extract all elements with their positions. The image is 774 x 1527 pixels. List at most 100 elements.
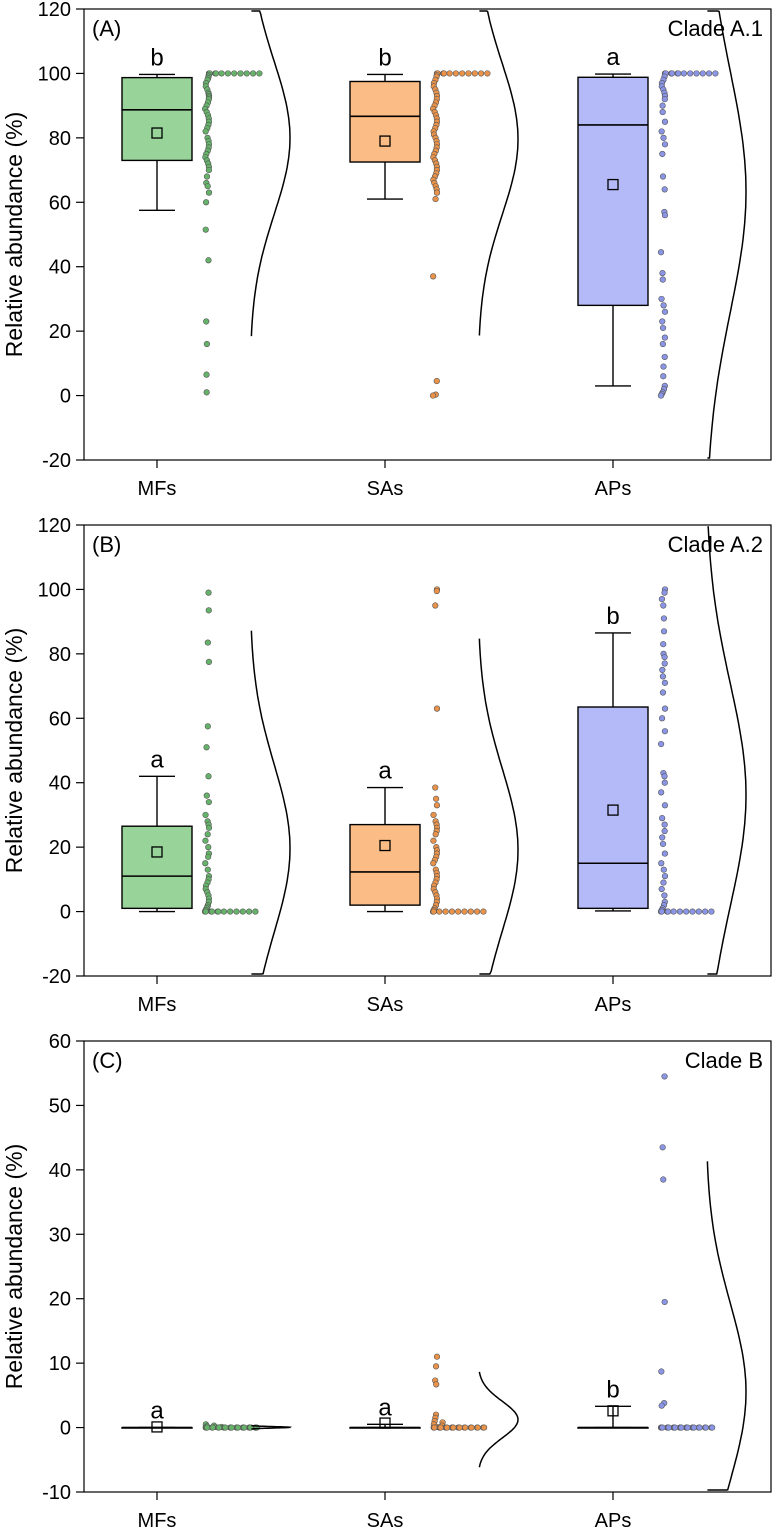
data-point (687, 70, 694, 77)
data-point (659, 102, 666, 109)
data-point (661, 779, 668, 786)
data-point (659, 318, 666, 325)
data-point (462, 1424, 469, 1431)
density-curve (707, 526, 747, 975)
data-point (465, 70, 472, 77)
y-tick-label: 100 (38, 579, 71, 601)
data-point (234, 1424, 241, 1431)
data-point (203, 173, 211, 180)
data-point (433, 587, 440, 595)
data-point (442, 908, 449, 915)
data-point (437, 1424, 444, 1431)
panel-label: (A) (92, 16, 121, 41)
data-point (204, 866, 211, 873)
data-point (203, 318, 210, 325)
mean-marker (607, 178, 619, 191)
data-point (450, 1424, 457, 1431)
data-point (690, 1424, 698, 1431)
data-point (203, 792, 210, 799)
box (121, 76, 193, 162)
data-point (227, 908, 234, 915)
data-point (433, 377, 440, 385)
data-point (208, 908, 216, 915)
data-point (661, 141, 669, 148)
data-point (661, 660, 668, 667)
density-curve (250, 630, 291, 975)
data-point (658, 740, 665, 748)
density-curve (706, 1161, 747, 1491)
data-point (202, 199, 210, 206)
data-point (661, 212, 669, 219)
data-point (433, 795, 440, 802)
mean-marker (151, 1421, 163, 1433)
y-tick-label: 60 (49, 708, 71, 730)
data-point (432, 195, 439, 203)
y-axis-label: Relative abundance (%) (1, 112, 27, 357)
data-point (702, 1424, 709, 1431)
y-tick-label: 0 (60, 902, 71, 924)
data-point (658, 885, 665, 893)
data-point (433, 802, 441, 809)
data-point (433, 1353, 441, 1360)
panel-c: -10 0 10 20 30 40 50 60 Relative abundance (%) (C… (1, 1031, 772, 1527)
y-tick-label: 20 (49, 321, 71, 343)
mean-marker (379, 1417, 391, 1429)
data-point (249, 70, 257, 77)
data-point (256, 70, 263, 77)
data-point (680, 70, 687, 77)
data-point (440, 70, 448, 77)
data-point (241, 1424, 248, 1431)
panel-title: Clade A.1 (668, 16, 763, 41)
data-point (684, 1424, 691, 1431)
data-point (202, 226, 209, 233)
data-point (693, 70, 700, 77)
box (349, 80, 421, 163)
data-point (433, 1381, 440, 1388)
data-point (209, 1424, 216, 1431)
x-tick-label: SAs (367, 1510, 404, 1527)
y-tick-label: 20 (49, 1289, 71, 1311)
data-point (661, 850, 668, 857)
data-point (481, 1424, 488, 1431)
density-curve (478, 1371, 519, 1468)
x-tick-label: APs (595, 994, 632, 1016)
data-point (676, 908, 684, 915)
significance-letter: b (150, 44, 163, 71)
data-point (659, 270, 666, 277)
box (121, 825, 193, 910)
data-point (205, 658, 213, 666)
y-tick-label: 80 (49, 128, 71, 150)
data-point (661, 821, 668, 828)
data-point (664, 908, 672, 915)
data-point (661, 679, 669, 686)
data-point (222, 1424, 229, 1431)
data-point (471, 70, 478, 77)
data-point (220, 908, 227, 915)
y-tick-label: 60 (49, 1031, 71, 1053)
data-point (474, 908, 481, 915)
significance-letter: b (606, 1376, 619, 1403)
data-point (658, 128, 665, 135)
data-point (202, 860, 209, 867)
data-point (661, 892, 668, 899)
y-tick-label: 80 (49, 644, 71, 666)
data-point (205, 824, 213, 831)
x-tick-label: APs (595, 1510, 632, 1527)
data-point (429, 392, 437, 399)
data-point (657, 249, 665, 256)
data-point (708, 1424, 716, 1431)
data-point (661, 353, 668, 361)
panel-a: -20 0 20 40 60 80 100 120 Relative abundance (%)… (1, 0, 772, 500)
data-point (661, 873, 669, 880)
density-curve (251, 1424, 292, 1430)
y-axis-label: Relative abundance (%) (1, 628, 27, 873)
y-axis-label: Relative abundance (%) (1, 1144, 27, 1389)
density-curve (478, 10, 519, 336)
data-point (671, 1424, 679, 1431)
panel-b: -20 0 20 40 60 80 100 120 Relative abundance (%)… (1, 515, 772, 1016)
data-point (660, 615, 668, 622)
y-tick-label: 120 (38, 0, 71, 21)
data-point (660, 302, 667, 309)
x-tick-label: SAs (367, 478, 404, 500)
data-point (204, 723, 211, 730)
